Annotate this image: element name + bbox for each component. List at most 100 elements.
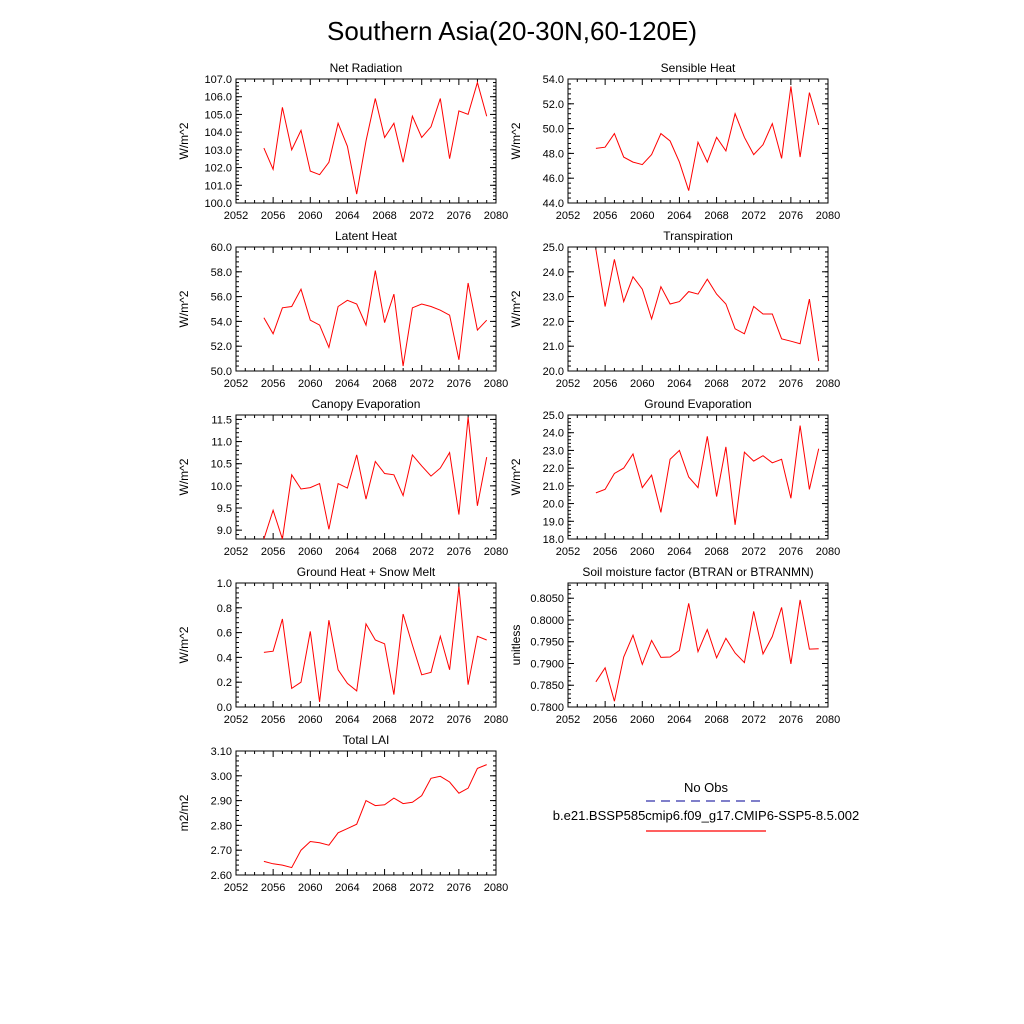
y-tick-label: 105.0 (204, 109, 232, 121)
x-tick-label: 2080 (484, 882, 508, 894)
x-tick-label: 2064 (335, 378, 359, 390)
panels: Net Radiation W/m^2 2052 2056 2060 2064 2068 20… (177, 61, 840, 894)
legend-obs-label: No Obs (684, 780, 729, 795)
x-tick-label: 2068 (372, 882, 396, 894)
y-tick-label: 104.0 (204, 127, 232, 139)
x-tick-label: 2076 (779, 378, 803, 390)
x-tick-label: 2060 (630, 714, 654, 726)
x-tick-label: 2056 (261, 882, 285, 894)
y-tick-label: 2.90 (211, 796, 232, 808)
x-tick-label: 2064 (335, 546, 359, 558)
x-tick-label: 2072 (741, 378, 765, 390)
x-tick-label: 2068 (704, 210, 728, 222)
series-line (263, 80, 488, 195)
y-tick-label: 0.7850 (530, 680, 564, 692)
y-axis-label: W/m^2 (177, 122, 191, 159)
panel-4: Transpiration W/m^2 2052 2056 2060 2064 2068 20… (509, 229, 840, 390)
y-tick-label: 3.00 (211, 771, 232, 783)
y-axis-label: W/m^2 (509, 458, 523, 495)
x-tick-label: 2056 (261, 378, 285, 390)
x-tick-label: 2076 (447, 882, 471, 894)
x-tick-label: 2068 (372, 210, 396, 222)
y-tick-label: 2.80 (211, 820, 232, 832)
y-tick-label: 50.0 (211, 366, 232, 378)
y-tick-label: 22.0 (543, 463, 564, 475)
y-axis-label: m2/m2 (177, 794, 191, 831)
y-tick-label: 24.0 (543, 267, 564, 279)
x-tick-label: 2052 (224, 546, 248, 558)
y-axis-label: W/m^2 (177, 626, 191, 663)
y-tick-label: 103.0 (204, 145, 232, 157)
x-tick-label: 2060 (630, 378, 654, 390)
y-tick-label: 9.0 (217, 525, 232, 537)
y-tick-label: 0.7900 (530, 658, 564, 670)
y-tick-label: 44.0 (543, 198, 564, 210)
y-tick-label: 2.60 (211, 870, 232, 882)
x-tick-label: 2072 (409, 714, 433, 726)
series-line (595, 425, 820, 525)
x-tick-label: 2080 (484, 714, 508, 726)
x-tick-label: 2052 (224, 714, 248, 726)
legend: No Obs b.e21.BSSP585cmip6.f09_g17.CMIP6-… (553, 780, 859, 832)
y-tick-label: 52.0 (211, 341, 232, 353)
x-tick-label: 2072 (741, 546, 765, 558)
y-axis-label: unitless (509, 625, 523, 666)
x-tick-label: 2076 (447, 714, 471, 726)
x-tick-label: 2072 (409, 378, 433, 390)
x-tick-label: 2080 (484, 378, 508, 390)
x-tick-label: 2072 (409, 882, 433, 894)
x-tick-label: 2080 (816, 546, 840, 558)
y-tick-label: 21.0 (543, 341, 564, 353)
y-tick-label: 46.0 (543, 173, 564, 185)
series-line (263, 270, 488, 367)
x-tick-label: 2056 (593, 546, 617, 558)
y-tick-label: 0.2 (217, 677, 232, 689)
y-tick-label: 2.70 (211, 845, 232, 857)
x-tick-label: 2076 (779, 714, 803, 726)
panel-3: Latent Heat W/m^2 2052 2056 2060 2064 2068 2072… (177, 229, 508, 390)
x-tick-label: 2068 (704, 546, 728, 558)
x-tick-label: 2076 (779, 210, 803, 222)
y-tick-label: 11.0 (211, 437, 232, 449)
x-tick-label: 2052 (556, 546, 580, 558)
y-tick-label: 58.0 (211, 267, 232, 279)
x-tick-label: 2076 (447, 210, 471, 222)
x-tick-label: 2060 (298, 546, 322, 558)
y-tick-label: 100.0 (204, 198, 232, 210)
y-tick-label: 0.7800 (530, 702, 564, 714)
x-tick-label: 2068 (704, 378, 728, 390)
x-tick-label: 2080 (816, 378, 840, 390)
x-tick-label: 2056 (261, 210, 285, 222)
plot-frame (567, 414, 829, 540)
y-tick-label: 24.0 (543, 428, 564, 440)
y-tick-label: 21.0 (543, 481, 564, 493)
y-axis-label: W/m^2 (509, 122, 523, 159)
y-tick-label: 60.0 (211, 242, 232, 254)
panel-9: Total LAI m2/m2 2052 2056 2060 2064 2068 2072 20… (177, 733, 508, 894)
series-line (595, 249, 820, 362)
y-tick-label: 23.0 (543, 292, 564, 304)
x-tick-label: 2060 (298, 882, 322, 894)
x-tick-label: 2056 (261, 546, 285, 558)
y-tick-label: 0.4 (217, 652, 232, 664)
x-tick-label: 2064 (335, 210, 359, 222)
figure-title: Southern Asia(20-30N,60-120E) (327, 16, 697, 46)
y-tick-label: 20.0 (543, 499, 564, 511)
x-tick-label: 2080 (816, 210, 840, 222)
y-tick-label: 101.0 (204, 180, 232, 192)
panel-6: Ground Evaporation W/m^2 2052 2056 2060 2064 2… (509, 397, 840, 558)
x-tick-label: 2056 (593, 378, 617, 390)
x-tick-label: 2064 (335, 882, 359, 894)
series-line (263, 417, 488, 540)
x-tick-label: 2056 (261, 714, 285, 726)
y-tick-label: 19.0 (543, 516, 564, 528)
y-tick-label: 0.7950 (530, 637, 564, 649)
x-tick-label: 2080 (484, 210, 508, 222)
y-tick-label: 0.8000 (530, 615, 564, 627)
x-tick-label: 2068 (704, 714, 728, 726)
x-tick-label: 2056 (593, 714, 617, 726)
y-tick-label: 52.0 (543, 99, 564, 111)
x-tick-label: 2076 (779, 546, 803, 558)
y-tick-label: 106.0 (204, 92, 232, 104)
x-tick-label: 2076 (447, 378, 471, 390)
